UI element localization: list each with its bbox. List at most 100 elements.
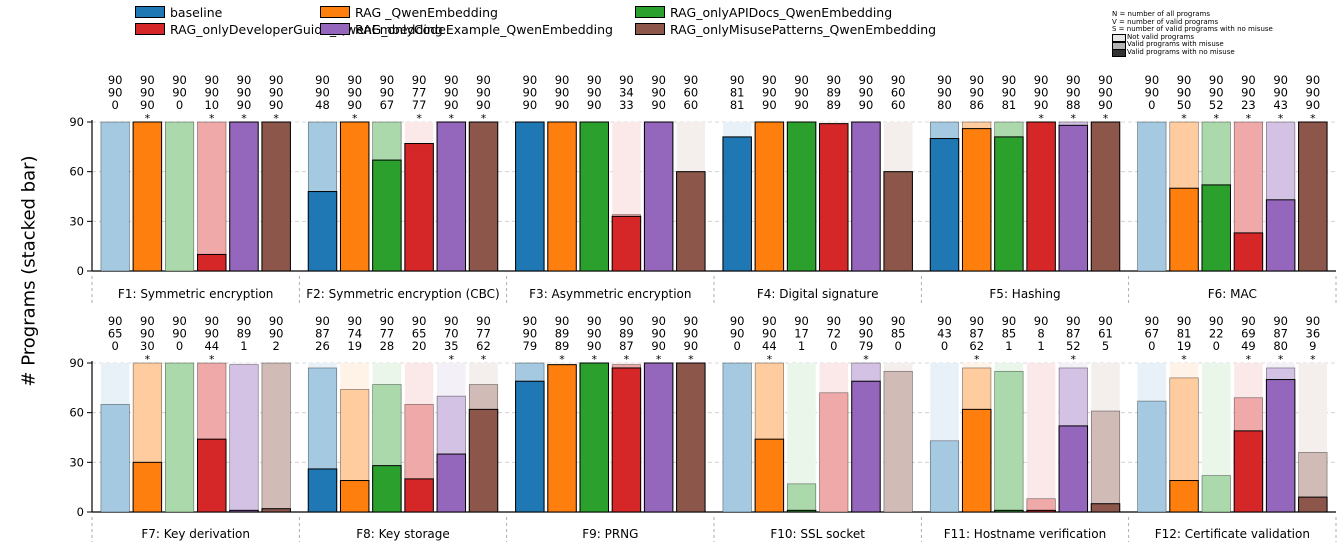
bar-segment-no-misuse [197, 438, 227, 513]
bar-segment-no-misuse [132, 121, 163, 272]
bar-v-label: 90 [108, 86, 123, 100]
bar-n-label: 90 [1177, 314, 1192, 328]
bar-v-label: 89 [826, 86, 841, 100]
bar-segment-misuse [437, 396, 466, 455]
bar-valid-outline [197, 121, 227, 272]
bar-segment-no-misuse [1233, 232, 1264, 272]
significance-star: * [145, 353, 151, 366]
bar-s-label: 1 [798, 339, 805, 353]
bar-n-label: 90 [891, 73, 906, 87]
bar-n-label: 90 [444, 314, 459, 328]
bar-segment-no-misuse [1058, 124, 1089, 272]
bar-segment-no-misuse [643, 362, 674, 513]
bar-valid-outline [165, 362, 195, 513]
bar-s-label: 79 [859, 339, 874, 353]
panel-label: F7: Key derivation [141, 527, 250, 541]
bar-segment-misuse [1169, 377, 1199, 481]
bar-segment-no-misuse [1169, 187, 1199, 272]
bar-segment-misuse [165, 122, 194, 271]
bar-valid-outline [229, 121, 259, 272]
bar-s-label: 20 [412, 339, 427, 353]
y-tick-label: 0 [77, 505, 84, 519]
bar-s-label: 30 [140, 339, 155, 353]
bar-segment-no-misuse [961, 408, 992, 513]
bar-s-label: 90 [651, 339, 666, 353]
legend-item: baseline [135, 6, 222, 20]
bar-valid-outline [1233, 121, 1263, 272]
bar-v-label: 90 [269, 86, 284, 100]
bar-n-label: 90 [1209, 73, 1224, 87]
bar-s-label: 1 [1037, 339, 1044, 353]
bar-v-label: 90 [204, 327, 219, 341]
bar-segment-no-misuse [994, 136, 1024, 272]
significance-star: * [591, 353, 597, 366]
bar-n-label: 90 [1273, 73, 1288, 87]
bar-valid-outline [579, 362, 609, 513]
bar-s-label: 0 [941, 339, 948, 353]
bar-segment-not-valid [1026, 363, 1056, 499]
bar-n-label: 90 [1241, 73, 1256, 87]
bar-v-label: 77 [476, 327, 491, 341]
bar-v-label: 90 [140, 86, 155, 100]
bar-s-label: 48 [315, 98, 330, 112]
bar-valid-outline [962, 121, 992, 272]
bar-valid-outline [404, 143, 434, 272]
bar-segment-not-valid [994, 363, 1024, 372]
bar-s-label: 44 [204, 339, 219, 353]
bar-segment-not-valid [612, 122, 641, 215]
significance-star: * [481, 353, 487, 366]
significance-star: * [656, 353, 662, 366]
bar-segment-no-misuse [436, 453, 467, 513]
bar-v-label: 77 [412, 86, 427, 100]
legend-item: RAG_onlyDeveloperGuide_QwenEmbedding [135, 23, 443, 37]
bar-segment-no-misuse [1265, 379, 1296, 513]
significance-star: * [449, 112, 455, 125]
bar-n-label: 90 [555, 314, 570, 328]
bar-segment-no-misuse [1298, 496, 1328, 513]
bar-valid-outline [851, 362, 881, 513]
bar-segment-misuse [1234, 397, 1263, 431]
bar-s-label: 90 [237, 98, 252, 112]
bar-v-label: 87 [1066, 327, 1081, 341]
bar-v-label: 8 [1037, 327, 1044, 341]
shade-key-label: Not valid programs [1127, 32, 1195, 41]
bar-v-label: 85 [891, 327, 906, 341]
bar-n-label: 90 [204, 314, 219, 328]
bar-s-label: 90 [555, 98, 570, 112]
bar-s-label: 52 [1066, 339, 1081, 353]
bar-segment-misuse [930, 122, 959, 139]
bar-n-label: 90 [269, 314, 284, 328]
bar-n-label: 90 [1066, 73, 1081, 87]
bar-valid-outline [883, 171, 913, 272]
bar-segment-no-misuse [515, 380, 545, 513]
bar-s-label: 81 [730, 98, 745, 112]
significance-star: * [1038, 112, 1044, 125]
bar-segment-no-misuse [611, 215, 642, 272]
panel-label: F5: Hashing [989, 287, 1060, 301]
bar-v-label: 90 [1034, 86, 1049, 100]
bar-valid-outline [1169, 377, 1199, 513]
bar-s-label: 2 [273, 339, 280, 353]
bar-n-label: 90 [937, 73, 952, 87]
bar-segment-misuse [372, 384, 402, 466]
y-tick-label: 90 [69, 356, 84, 370]
bar-valid-outline [468, 121, 499, 272]
significance-star: * [1310, 112, 1316, 125]
bar-segment-no-misuse [883, 171, 913, 272]
bar-valid-outline [611, 214, 641, 272]
bar-s-label: 0 [1213, 339, 1220, 353]
bar-valid-outline [644, 362, 674, 513]
bar-segment-no-misuse [722, 136, 752, 272]
note-s: S = number of valid programs with no mis… [1112, 25, 1273, 33]
bar-valid-outline [468, 384, 499, 513]
bar-v-label: 90 [937, 86, 952, 100]
bar-v-label: 65 [108, 327, 123, 341]
bar-segment-no-misuse [1026, 121, 1056, 272]
bar-v-label: 60 [684, 86, 699, 100]
bar-v-label: 67 [1145, 327, 1160, 341]
bar-segment-no-misuse [754, 121, 785, 272]
bar-v-label: 90 [380, 86, 395, 100]
legend-swatch [635, 6, 665, 18]
bar-n-label: 90 [476, 314, 491, 328]
legend-label: RAG _QwenEmbedding [355, 5, 498, 20]
